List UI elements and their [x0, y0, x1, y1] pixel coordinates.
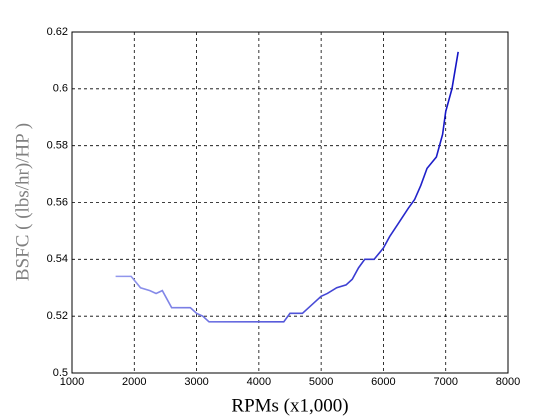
- x-tick-label: 4000: [247, 376, 271, 388]
- y-tick-label: 0.6: [53, 83, 68, 95]
- y-tick-label: 0.58: [47, 140, 68, 152]
- x-axis-label: RPMs (x1,000): [231, 395, 348, 416]
- x-tick-label: 8000: [496, 376, 520, 388]
- y-tick-label: 0.54: [47, 253, 68, 265]
- x-tick-label: 6000: [371, 376, 395, 388]
- y-tick-label: 0.52: [47, 310, 68, 322]
- x-tick-label: 2000: [122, 376, 146, 388]
- plot-frame: [71, 31, 509, 374]
- y-axis-label: BSFC ( (lbs/hr)/HP ): [12, 123, 33, 281]
- data-line: [115, 51, 459, 323]
- x-tick-label: 1000: [60, 376, 84, 388]
- y-tick-label: 0.62: [47, 26, 68, 38]
- y-tick-label: 0.5: [53, 367, 68, 379]
- x-tick-label: 3000: [184, 376, 208, 388]
- x-tick-label: 7000: [433, 376, 457, 388]
- y-tick-label: 0.56: [47, 196, 68, 208]
- x-tick-label: 5000: [309, 376, 333, 388]
